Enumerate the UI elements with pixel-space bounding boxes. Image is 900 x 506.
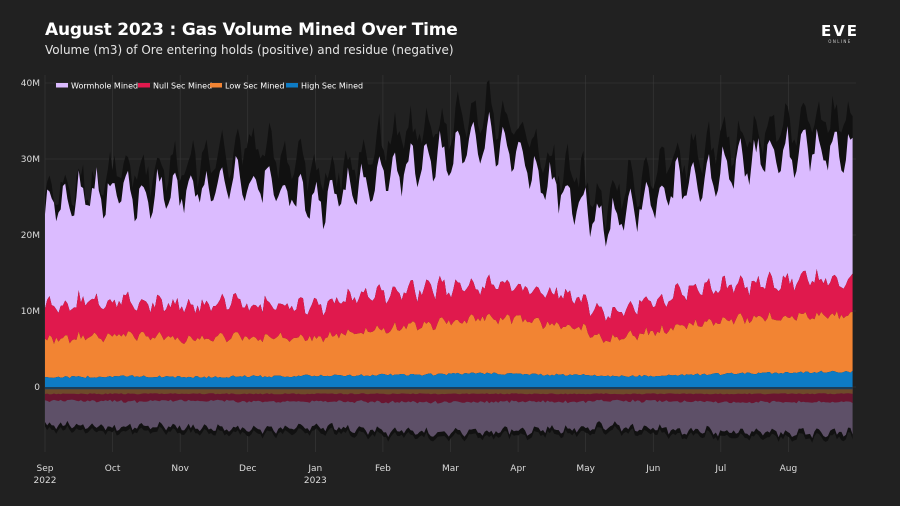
axis-layer: 0 10M 20M 30M 40M Sep 2022 Oct Nov Dec Jan 2023 Feb M… [21,79,797,486]
y-tick-label: 30M [21,155,40,165]
chart-subtitle: Volume (m3) of Ore entering holds (posit… [45,43,454,57]
x-tick-label: May [576,464,595,474]
high-sec-residue-area [45,387,853,390]
low-sec-mined-area [45,311,853,379]
x-tick-label: Sep [37,464,54,474]
chart-title: August 2023 : Gas Volume Mined Over Time [45,20,458,40]
legend-item[interactable]: High Sec Mined [286,82,363,91]
x-tick-label: Apr [510,464,526,474]
legend: Wormhole Mined Null Sec Mined Low Sec Mine… [56,82,363,91]
x-tick-label: Mar [442,464,459,474]
x-tick-label: Jan [307,464,322,474]
legend-label: Wormhole Mined [71,82,138,91]
y-tick-label: 0 [34,383,40,393]
legend-item[interactable]: Low Sec Mined [210,82,284,91]
legend-swatch [138,83,150,88]
legend-swatch [286,83,298,88]
x-tick-label: Nov [171,464,189,474]
logo-subtext: ONLINE [828,39,851,44]
series-layer [45,80,853,443]
eve-online-logo: EVE ONLINE [821,22,859,44]
x-tick-sublabel: 2023 [304,476,327,486]
x-tick-label: Jul [714,464,726,474]
null-sec-mined-area [45,269,853,344]
x-tick-label: Oct [105,464,121,474]
legend-label: Null Sec Mined [153,82,212,91]
legend-item[interactable]: Wormhole Mined [56,82,138,91]
high-sec-mined-area [45,370,853,387]
x-tick-label: Aug [780,464,798,474]
legend-item[interactable]: Null Sec Mined [138,82,212,91]
legend-swatch [210,83,222,88]
x-tick-sublabel: 2022 [34,476,57,486]
wormhole-mined-area [45,111,853,321]
legend-swatch [56,83,68,88]
x-tick-label: Jun [645,464,660,474]
legend-label: Low Sec Mined [225,82,284,91]
x-tick-label: Feb [375,464,391,474]
y-tick-label: 10M [21,307,40,317]
x-tick-label: Dec [239,464,256,474]
legend-label: High Sec Mined [301,82,363,91]
logo-text: EVE [821,22,859,40]
y-tick-label: 20M [21,231,40,241]
y-tick-label: 40M [21,79,40,89]
